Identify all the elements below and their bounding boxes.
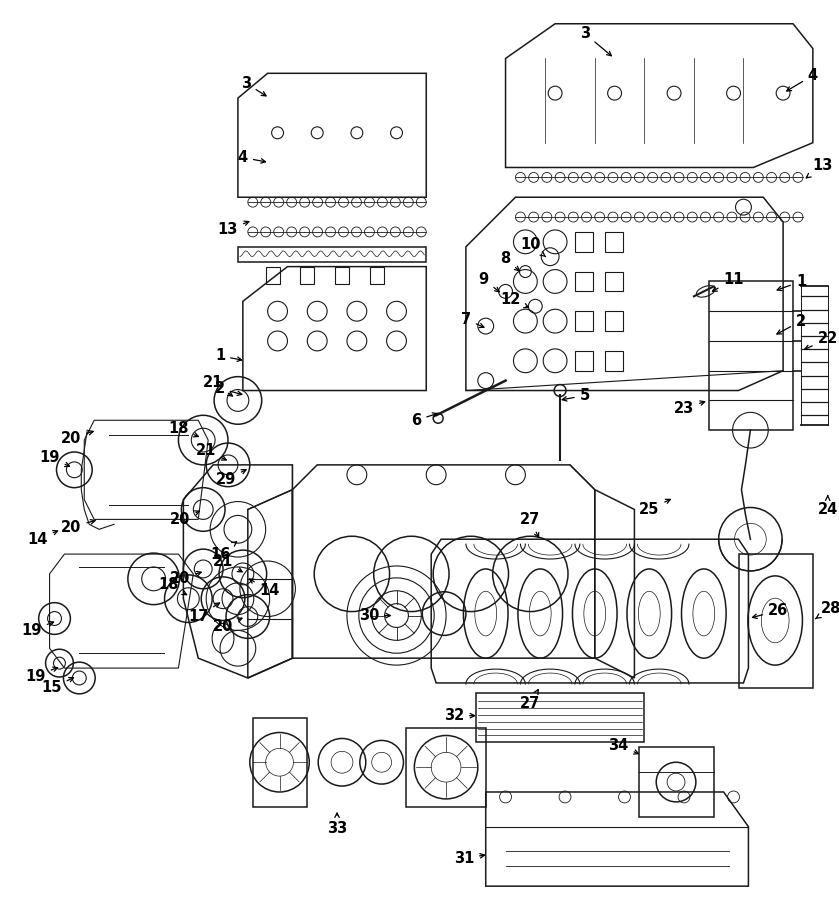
Bar	[575, 351, 593, 371]
Text: 21: 21	[203, 375, 232, 396]
Text: 15: 15	[41, 678, 74, 696]
Text: 29: 29	[216, 470, 246, 487]
Bar	[575, 232, 593, 252]
Bar	[370, 266, 383, 284]
Text: 34: 34	[608, 738, 638, 754]
Text: 1: 1	[777, 274, 806, 291]
Text: 11: 11	[712, 272, 744, 292]
Text: 3: 3	[241, 76, 266, 96]
Text: 17: 17	[188, 603, 220, 624]
Bar	[335, 266, 349, 284]
Text: 19: 19	[39, 450, 70, 466]
Bar	[300, 266, 315, 284]
Bar	[266, 266, 279, 284]
Text: 31: 31	[454, 850, 485, 866]
Text: 18: 18	[159, 577, 186, 595]
Text: 9: 9	[479, 272, 499, 292]
Text: 2: 2	[777, 313, 806, 334]
Text: 1: 1	[215, 348, 242, 364]
Text: 26: 26	[753, 603, 789, 618]
Text: 20: 20	[61, 430, 93, 446]
Text: 7: 7	[461, 311, 484, 328]
Bar	[605, 311, 623, 331]
Text: 5: 5	[562, 388, 590, 403]
Text: 21: 21	[213, 554, 242, 572]
Text: 30: 30	[358, 608, 390, 623]
Text: 19: 19	[25, 667, 58, 683]
Bar	[575, 272, 593, 292]
Bar	[605, 351, 623, 371]
Text: 4: 4	[237, 150, 265, 165]
Text: 25: 25	[639, 500, 670, 517]
Text: 28: 28	[816, 601, 839, 619]
Text: 20: 20	[170, 511, 200, 526]
Text: 14: 14	[28, 531, 58, 546]
Text: 19: 19	[22, 622, 54, 638]
Bar	[605, 272, 623, 292]
Bar	[575, 311, 593, 331]
Text: 12: 12	[500, 292, 529, 308]
Text: 3: 3	[580, 26, 612, 56]
Bar	[605, 232, 623, 252]
Text: 6: 6	[411, 413, 437, 428]
Text: 4: 4	[787, 68, 818, 91]
Text: 13: 13	[218, 221, 249, 238]
Text: 27: 27	[520, 512, 540, 537]
Text: 27: 27	[520, 689, 540, 711]
Text: 14: 14	[249, 579, 280, 599]
Text: 21: 21	[196, 443, 227, 460]
Text: 20: 20	[170, 572, 201, 587]
Text: 10: 10	[520, 238, 545, 256]
Text: 13: 13	[806, 158, 833, 178]
Text: 8: 8	[500, 251, 519, 271]
Text: 23: 23	[674, 400, 705, 416]
Text: 24: 24	[817, 496, 838, 517]
Text: 18: 18	[168, 420, 198, 436]
Text: 20: 20	[61, 519, 95, 535]
Text: 22: 22	[805, 331, 838, 349]
Text: 16: 16	[210, 542, 237, 562]
Text: 2: 2	[215, 381, 242, 396]
Text: 20: 20	[213, 618, 242, 634]
Text: 33: 33	[327, 813, 347, 836]
Text: 32: 32	[444, 708, 475, 724]
